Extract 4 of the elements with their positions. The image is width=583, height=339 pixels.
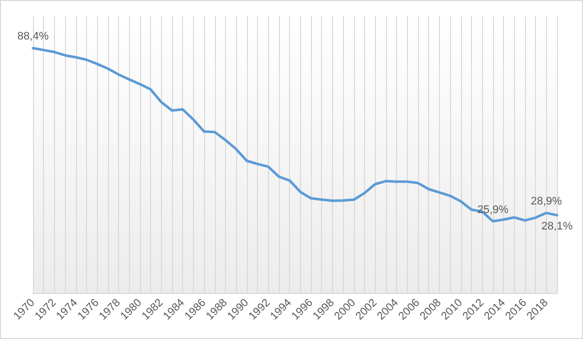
data-label: 28,1%	[541, 220, 573, 233]
data-label: 88,4%	[17, 30, 49, 43]
data-label: 25,9%	[477, 204, 509, 216]
data-label: 28,9%	[530, 195, 562, 208]
